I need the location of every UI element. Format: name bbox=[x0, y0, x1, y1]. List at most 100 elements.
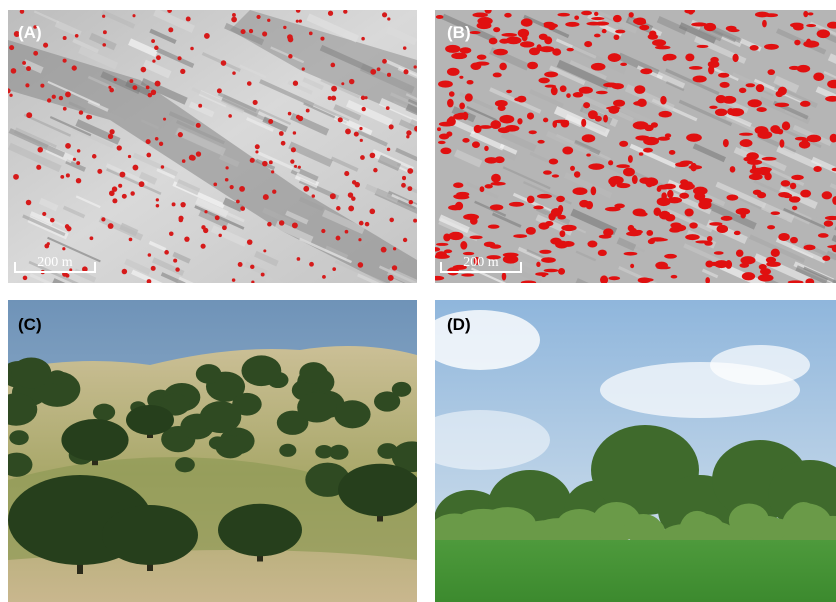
red-patch bbox=[485, 184, 493, 188]
red-dot bbox=[370, 69, 376, 75]
red-patch bbox=[438, 80, 453, 87]
tree bbox=[315, 445, 333, 459]
red-patch bbox=[776, 91, 784, 97]
red-patch bbox=[803, 11, 808, 17]
red-dot bbox=[403, 46, 406, 49]
red-patch bbox=[467, 80, 474, 85]
red-patch bbox=[506, 37, 522, 45]
red-dot bbox=[251, 280, 254, 283]
red-patch bbox=[740, 139, 753, 147]
shrub bbox=[729, 503, 769, 537]
red-patch bbox=[762, 20, 767, 28]
red-dot bbox=[414, 126, 420, 132]
red-patch bbox=[447, 99, 454, 108]
red-patch bbox=[779, 139, 784, 148]
red-dot bbox=[382, 12, 387, 17]
red-patch bbox=[574, 16, 579, 20]
red-patch bbox=[477, 55, 487, 60]
red-patch bbox=[603, 228, 613, 236]
red-patch bbox=[538, 77, 549, 83]
red-patch bbox=[462, 138, 469, 143]
red-dot bbox=[320, 37, 324, 41]
red-patch bbox=[465, 93, 473, 101]
red-patch bbox=[613, 15, 622, 22]
red-dot bbox=[236, 200, 240, 204]
red-patch bbox=[535, 272, 548, 276]
red-patch bbox=[430, 247, 440, 251]
red-dot bbox=[387, 148, 390, 151]
red-dot bbox=[147, 279, 152, 284]
red-patch bbox=[736, 208, 750, 215]
shrub bbox=[624, 514, 662, 544]
red-dot bbox=[267, 19, 270, 22]
red-dot bbox=[389, 124, 394, 129]
red-dot bbox=[52, 95, 56, 99]
red-patch bbox=[628, 155, 633, 163]
red-patch bbox=[758, 274, 774, 281]
red-patch bbox=[818, 233, 829, 238]
tree bbox=[334, 400, 370, 428]
red-patch bbox=[727, 108, 734, 115]
red-patch bbox=[736, 250, 743, 257]
red-dot bbox=[360, 155, 365, 160]
red-patch bbox=[715, 109, 727, 116]
red-patch bbox=[781, 180, 791, 186]
red-patch bbox=[461, 274, 474, 277]
tree bbox=[200, 401, 242, 433]
red-dot bbox=[161, 165, 164, 168]
red-dot bbox=[298, 166, 301, 169]
red-patch bbox=[637, 99, 647, 107]
red-patch bbox=[646, 230, 653, 236]
red-dot bbox=[225, 166, 228, 169]
red-patch bbox=[608, 276, 620, 280]
red-patch bbox=[539, 250, 551, 254]
red-patch bbox=[545, 85, 557, 88]
red-dot bbox=[47, 242, 50, 245]
grass-field bbox=[435, 540, 836, 602]
panel-label: (B) bbox=[447, 23, 471, 42]
red-patch bbox=[793, 24, 804, 30]
red-dot bbox=[283, 26, 286, 29]
red-patch bbox=[608, 160, 613, 165]
red-dot bbox=[343, 9, 347, 13]
red-patch bbox=[716, 95, 727, 103]
red-dot bbox=[164, 250, 169, 255]
red-dot bbox=[296, 20, 299, 23]
red-patch bbox=[693, 75, 707, 82]
red-dot bbox=[387, 73, 391, 77]
red-patch bbox=[778, 129, 784, 135]
red-patch bbox=[790, 183, 796, 190]
red-patch bbox=[514, 97, 525, 101]
red-patch bbox=[517, 118, 522, 124]
red-dot bbox=[238, 262, 243, 267]
red-patch bbox=[617, 183, 631, 188]
red-patch bbox=[817, 29, 830, 38]
red-dot bbox=[75, 34, 79, 38]
red-dot bbox=[92, 154, 97, 159]
red-patch bbox=[527, 62, 538, 70]
red-patch bbox=[570, 166, 575, 171]
red-patch bbox=[439, 134, 449, 140]
red-dot bbox=[6, 88, 11, 93]
red-patch bbox=[726, 26, 737, 32]
red-dot bbox=[217, 88, 222, 93]
tree bbox=[93, 404, 115, 421]
red-dot bbox=[198, 104, 202, 108]
red-dot bbox=[345, 129, 351, 135]
tree bbox=[9, 430, 28, 445]
red-dot bbox=[60, 175, 64, 179]
red-patch bbox=[734, 231, 741, 235]
red-dot bbox=[9, 45, 14, 50]
red-patch bbox=[445, 45, 460, 53]
red-dot bbox=[263, 249, 266, 252]
red-patch bbox=[469, 31, 480, 34]
red-patch bbox=[543, 22, 554, 26]
red-patch bbox=[533, 206, 543, 210]
red-patch bbox=[756, 107, 766, 112]
red-patch bbox=[591, 186, 597, 195]
red-patch bbox=[822, 191, 832, 199]
red-patch bbox=[638, 277, 651, 283]
red-dot bbox=[221, 60, 227, 66]
red-patch bbox=[764, 44, 779, 50]
red-patch bbox=[624, 252, 638, 256]
